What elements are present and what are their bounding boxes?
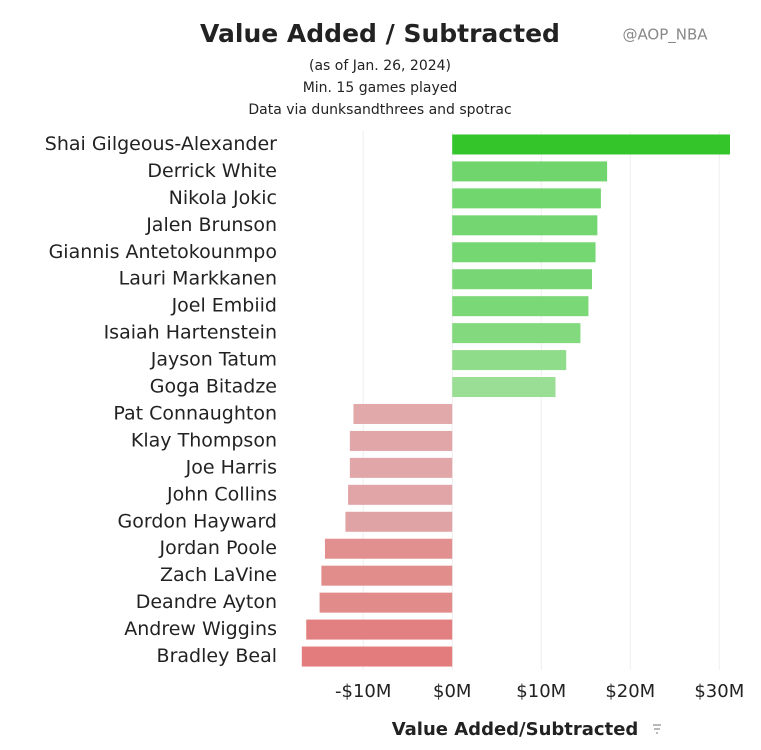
bar: [301, 646, 453, 667]
bar: [452, 296, 589, 317]
bar: [452, 188, 601, 209]
y-tick-label: Bradley Beal: [157, 645, 277, 667]
bar: [319, 592, 453, 613]
y-tick-label: Nikola Jokic: [169, 187, 277, 209]
y-tick-label: Goga Bitadze: [150, 376, 277, 398]
x-tick-label: -$10M: [335, 681, 391, 702]
bar: [452, 161, 608, 182]
y-tick-label: Lauri Markkanen: [119, 268, 277, 290]
watermark: @AOP_NBA: [622, 26, 708, 45]
y-tick-label: Jordan Poole: [159, 537, 278, 559]
y-tick-label: Gordon Hayward: [118, 510, 278, 532]
bar: [353, 403, 453, 424]
x-tick-label: $10M: [516, 681, 566, 702]
bar: [452, 323, 581, 344]
y-tick-label: Andrew Wiggins: [124, 618, 277, 640]
bar: [452, 134, 730, 155]
y-tick-label: Jalen Brunson: [145, 214, 277, 236]
y-tick-label: John Collins: [166, 483, 277, 505]
y-tick-label: Derrick White: [147, 160, 277, 182]
x-tick-label: $0M: [433, 681, 471, 702]
bar: [348, 484, 453, 505]
y-tick-label: Jayson Tatum: [150, 349, 277, 371]
x-axis-title: Value Added/Subtracted: [392, 719, 639, 740]
bar: [324, 538, 453, 559]
subtitle: Min. 15 games played: [303, 80, 458, 96]
bar: [452, 215, 598, 236]
bar: [321, 565, 453, 586]
y-tick-label: Giannis Antetokounmpo: [49, 241, 277, 263]
x-tick-label: $30M: [694, 681, 744, 702]
y-tick-label: Zach LaVine: [160, 564, 277, 586]
y-tick-label: Klay Thompson: [131, 429, 277, 451]
bar: [349, 457, 453, 478]
bar: [452, 350, 567, 371]
bar: [345, 511, 453, 532]
y-tick-label: Shai Gilgeous-Alexander: [45, 133, 277, 155]
subtitle: Data via dunksandthrees and spotrac: [248, 102, 511, 118]
y-tick-label: Deandre Ayton: [136, 591, 277, 613]
x-tick-label: $20M: [605, 681, 655, 702]
filter-icon: [653, 724, 661, 734]
y-tick-label: Pat Connaughton: [113, 402, 277, 424]
subtitle: (as of Jan. 26, 2024): [309, 58, 451, 74]
bar: [306, 619, 453, 640]
y-tick-label: Isaiah Hartenstein: [104, 322, 277, 344]
bar: [452, 269, 592, 290]
bar: [452, 242, 596, 263]
bar: [452, 377, 556, 398]
chart-title: Value Added / Subtracted: [200, 19, 560, 48]
y-tick-label: Joe Harris: [185, 456, 277, 478]
bar: [349, 430, 453, 451]
y-tick-label: Joel Embiid: [171, 295, 277, 317]
